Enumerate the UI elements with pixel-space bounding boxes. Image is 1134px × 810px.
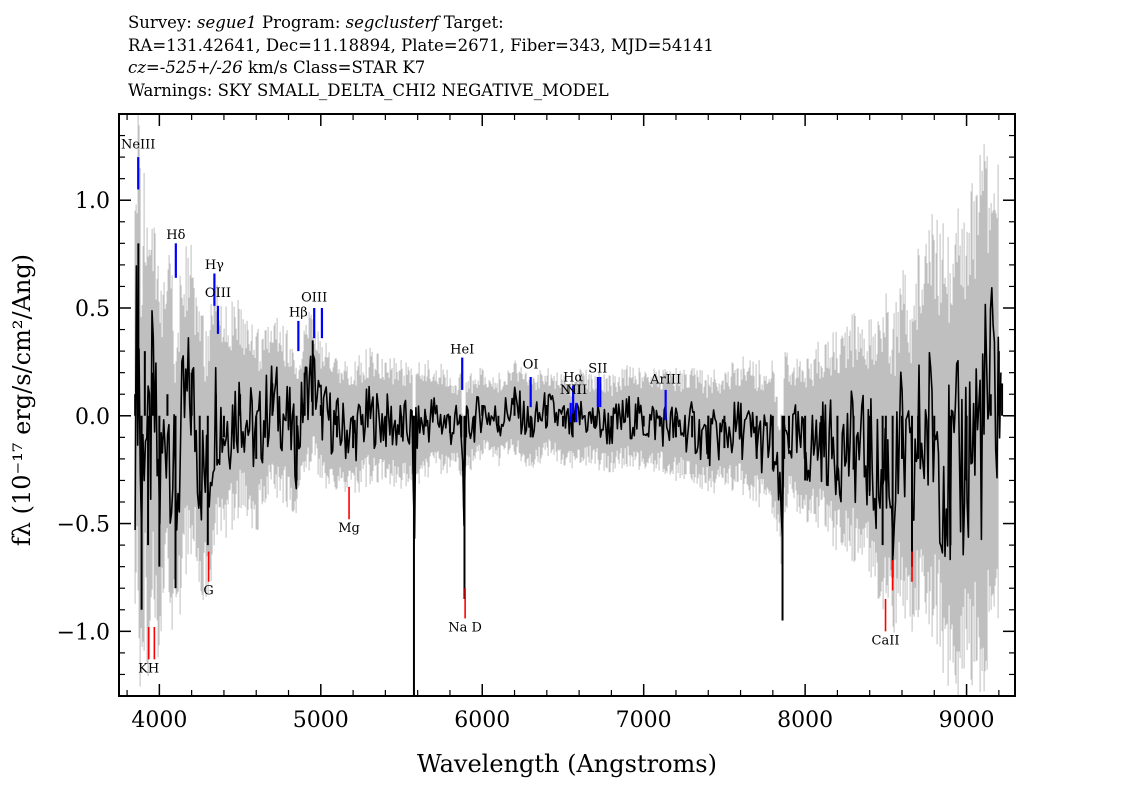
absorption-line-label: Na D bbox=[448, 620, 482, 635]
x-tick-label: 5000 bbox=[293, 708, 349, 733]
y-tick-label: −0.5 bbox=[57, 513, 110, 538]
y-tick-label: 0.5 bbox=[75, 297, 110, 322]
absorption-line-label: KH bbox=[138, 661, 159, 676]
absorption-line-label: G bbox=[203, 584, 213, 599]
header-line-redshift: cz=-525+/-26 km/s Class=STAR K7 bbox=[128, 57, 714, 80]
target-label: Target: bbox=[443, 13, 504, 32]
error-band-layer bbox=[134, 114, 999, 696]
emission-line-label: Hγ bbox=[205, 258, 224, 273]
emission-line-label: OIII bbox=[301, 291, 327, 306]
y-tick-label: 0.0 bbox=[75, 405, 110, 430]
x-tick-label: 4000 bbox=[131, 708, 187, 733]
emission-line-label: NeIII bbox=[121, 137, 155, 152]
program-label: Program: bbox=[261, 13, 341, 32]
header-line-warnings: Warnings: SKY SMALL_DELTA_CHI2 NEGATIVE_… bbox=[128, 80, 609, 100]
cz-units-class: km/s Class=STAR K7 bbox=[248, 58, 426, 77]
x-tick-label: 9000 bbox=[939, 708, 995, 733]
emission-line-label: HeI bbox=[450, 342, 474, 357]
emission-line-label: SII bbox=[588, 362, 607, 377]
error-series bbox=[134, 114, 999, 696]
flux-layer bbox=[134, 243, 1004, 696]
x-axis: 4000 5000 6000 7000 8000 9000 bbox=[126, 114, 1000, 733]
x-tick-label: 7000 bbox=[616, 708, 672, 733]
header-line-coordinates: RA=131.42641, Dec=11.18894, Plate=2671, … bbox=[128, 35, 714, 55]
absorption-line-label: CaII bbox=[872, 633, 900, 648]
cz-label: cz= bbox=[128, 58, 160, 77]
emission-line-label: Hα bbox=[563, 370, 583, 385]
emission-line-label: OIII bbox=[205, 286, 231, 301]
emission-line-label: NII bbox=[560, 383, 582, 398]
absorption-line-label: Mg bbox=[338, 521, 360, 536]
x-axis-title: Wavelength (Angstroms) bbox=[417, 750, 717, 778]
cz-value: -525+/-26 bbox=[159, 58, 243, 77]
survey-label: Survey: bbox=[128, 13, 192, 32]
y-axis: 1.0 0.5 0.0 −0.5 −1.0 bbox=[57, 134, 1015, 676]
y-tick-label: 1.0 bbox=[75, 189, 110, 214]
flux-series bbox=[134, 265, 1002, 561]
plot-frame bbox=[118, 113, 1016, 697]
y-axis-title: fλ (10⁻¹⁷ erg/s/cm²/Ang) bbox=[8, 254, 36, 546]
emission-line-label: NII bbox=[566, 383, 588, 398]
emission-line-label: OI bbox=[523, 357, 539, 372]
survey-value: segue1 bbox=[197, 13, 257, 32]
emission-line-label: Hβ bbox=[289, 306, 308, 321]
header-line-survey: Survey: segue1 Program: segclusterf Targ… bbox=[128, 12, 714, 35]
y-tick-label: −1.0 bbox=[57, 620, 110, 645]
emission-line-label: ArIII bbox=[649, 372, 681, 387]
emission-line-label: Hδ bbox=[166, 228, 185, 243]
spectrum-header: Survey: segue1 Program: segclusterf Targ… bbox=[128, 12, 714, 102]
x-tick-label: 8000 bbox=[777, 708, 833, 733]
absorption-lines-layer: KH G Mg Na D CaII bbox=[138, 486, 913, 676]
program-value: segclusterf bbox=[345, 13, 439, 32]
x-tick-label: 6000 bbox=[454, 708, 510, 733]
